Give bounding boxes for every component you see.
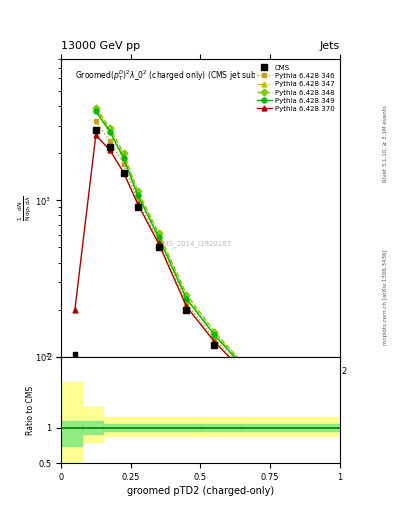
Text: Groomed$(p_T^D)^2\lambda\_0^2$ (charged only) (CMS jet substructure): Groomed$(p_T^D)^2\lambda\_0^2$ (charged … — [75, 68, 294, 83]
Pythia 6.428 347 — [121, 154, 126, 160]
Pythia 6.428 349 — [296, 427, 300, 433]
Pythia 6.428 348 — [212, 329, 217, 335]
Pythia 6.428 349 — [184, 296, 189, 302]
Pythia 6.428 348 — [324, 448, 329, 454]
Pythia 6.428 370 — [135, 201, 140, 207]
CMS — [135, 204, 140, 210]
Pythia 6.428 346 — [156, 238, 161, 244]
Line: Pythia 6.428 347: Pythia 6.428 347 — [94, 107, 329, 456]
CMS — [107, 143, 112, 150]
Pythia 6.428 346 — [324, 457, 329, 463]
Pythia 6.428 370 — [73, 307, 77, 313]
Pythia 6.428 348 — [156, 230, 161, 236]
Pythia 6.428 347 — [324, 451, 329, 457]
Pythia 6.428 347 — [135, 191, 140, 197]
Pythia 6.428 348 — [296, 423, 300, 430]
Pythia 6.428 370 — [121, 169, 126, 176]
Pythia 6.428 348 — [184, 291, 189, 297]
CMS — [94, 127, 98, 133]
Pythia 6.428 346 — [212, 336, 217, 342]
Pythia 6.428 349 — [212, 332, 217, 338]
Pythia 6.428 370 — [324, 460, 329, 466]
Pythia 6.428 346 — [240, 365, 244, 371]
Pythia 6.428 346 — [268, 395, 273, 401]
Line: CMS: CMS — [93, 127, 329, 469]
Pythia 6.428 349 — [240, 362, 244, 369]
X-axis label: groomed pTD2 (charged-only): groomed pTD2 (charged-only) — [127, 486, 274, 496]
Pythia 6.428 370 — [296, 434, 300, 440]
Y-axis label: $\frac{1}{\mathrm{N}}\frac{\mathrm{d}N}{\mathrm{d}p_T\,\mathrm{d}\lambda}$: $\frac{1}{\mathrm{N}}\frac{\mathrm{d}N}{… — [17, 195, 34, 221]
Text: mcplots.cern.ch [arXiv:1306.3436]: mcplots.cern.ch [arXiv:1306.3436] — [383, 249, 387, 345]
Pythia 6.428 347 — [107, 127, 112, 133]
Pythia 6.428 347 — [268, 391, 273, 397]
Pythia 6.428 370 — [268, 398, 273, 404]
CMS — [184, 307, 189, 313]
Pythia 6.428 347 — [212, 331, 217, 337]
Pythia 6.428 370 — [107, 147, 112, 153]
Pythia 6.428 348 — [107, 125, 112, 131]
Text: 13000 GeV pp: 13000 GeV pp — [61, 41, 140, 51]
Line: Pythia 6.428 346: Pythia 6.428 346 — [94, 119, 329, 462]
CMS — [212, 342, 217, 348]
Pythia 6.428 349 — [324, 454, 329, 460]
CMS — [268, 401, 273, 407]
Pythia 6.428 349 — [135, 192, 140, 198]
Pythia 6.428 370 — [94, 132, 98, 138]
Pythia 6.428 347 — [240, 361, 244, 367]
Line: Pythia 6.428 349: Pythia 6.428 349 — [94, 109, 329, 459]
Pythia 6.428 348 — [135, 188, 140, 194]
CMS — [121, 169, 126, 176]
Pythia 6.428 349 — [156, 234, 161, 241]
Pythia 6.428 349 — [107, 129, 112, 135]
Legend: CMS, Pythia 6.428 346, Pythia 6.428 347, Pythia 6.428 348, Pythia 6.428 349, Pyt: CMS, Pythia 6.428 346, Pythia 6.428 347,… — [255, 62, 336, 114]
CMS — [324, 463, 329, 470]
Pythia 6.428 347 — [94, 106, 98, 113]
Pythia 6.428 370 — [240, 367, 244, 373]
Text: CMS_2014_I1920187: CMS_2014_I1920187 — [158, 240, 231, 247]
Pythia 6.428 348 — [121, 150, 126, 156]
Text: Rivet 3.1.10, ≥ 3.1M events: Rivet 3.1.10, ≥ 3.1M events — [383, 105, 387, 182]
Text: Jets: Jets — [320, 41, 340, 51]
Pythia 6.428 349 — [94, 108, 98, 114]
Text: 2: 2 — [341, 367, 346, 376]
Pythia 6.428 348 — [240, 359, 244, 366]
CMS — [296, 436, 300, 442]
Pythia 6.428 348 — [268, 389, 273, 395]
CMS — [156, 244, 161, 250]
Pythia 6.428 370 — [212, 338, 217, 345]
Pythia 6.428 370 — [184, 304, 189, 310]
Pythia 6.428 347 — [296, 425, 300, 432]
Pythia 6.428 347 — [184, 294, 189, 301]
Pythia 6.428 346 — [121, 161, 126, 167]
Pythia 6.428 370 — [156, 241, 161, 247]
Pythia 6.428 346 — [135, 197, 140, 203]
Pythia 6.428 347 — [156, 232, 161, 238]
Pythia 6.428 346 — [184, 300, 189, 306]
Line: Pythia 6.428 370: Pythia 6.428 370 — [72, 133, 329, 465]
Pythia 6.428 346 — [296, 431, 300, 437]
Line: Pythia 6.428 348: Pythia 6.428 348 — [94, 105, 329, 454]
Pythia 6.428 349 — [121, 156, 126, 162]
Pythia 6.428 348 — [94, 104, 98, 111]
Pythia 6.428 349 — [268, 392, 273, 398]
Y-axis label: Ratio to CMS: Ratio to CMS — [26, 386, 35, 435]
Pythia 6.428 346 — [107, 138, 112, 144]
Pythia 6.428 346 — [94, 118, 98, 124]
CMS — [240, 369, 244, 375]
